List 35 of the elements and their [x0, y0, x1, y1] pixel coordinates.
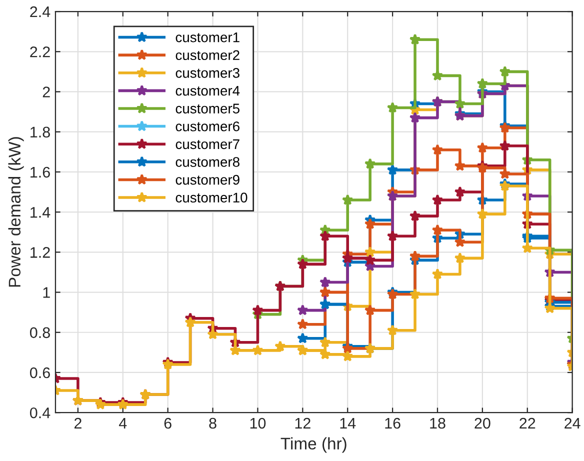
x-tick-label: 12 [295, 418, 310, 429]
legend-label: customer4 [176, 86, 240, 96]
y-tick-label: 1.4 [30, 207, 50, 218]
x-tick-label: 6 [164, 418, 172, 429]
y-tick-label: 0.8 [30, 327, 50, 338]
y-tick-label: 1 [43, 287, 50, 298]
legend-label: customer1 [176, 32, 240, 42]
y-tick-label: 0.6 [30, 367, 50, 378]
x-axis-title: Time (hr) [280, 437, 346, 453]
x-tick-label: 14 [340, 418, 356, 429]
x-tick-label: 8 [209, 418, 216, 429]
y-tick-label: 2 [42, 86, 50, 98]
y-tick-label: 1.2 [30, 247, 50, 258]
y-tick-label: 1.6 [30, 166, 50, 178]
x-tick-label: 10 [250, 418, 266, 429]
x-tick-label: 2 [74, 418, 82, 429]
y-axis-title: Power demand (kW) [8, 137, 24, 287]
legend-label: customer8 [176, 157, 240, 167]
x-tick-label: 16 [385, 418, 400, 429]
x-tick-label: 24 [564, 418, 580, 429]
y-tick-label: 0.4 [30, 407, 50, 418]
y-tick-label: 1.8 [30, 126, 50, 138]
legend-label: customer5 [176, 104, 240, 114]
x-tick-label: 18 [430, 418, 446, 429]
legend-label: customer7 [176, 139, 240, 150]
y-tick-label: 2.4 [30, 6, 50, 18]
x-tick-label: 22 [520, 418, 536, 429]
legend-label: customer9 [176, 174, 240, 185]
y-tick-label: 2.2 [30, 46, 50, 58]
legend-label: customer6 [176, 121, 240, 132]
x-tick-label: 20 [474, 418, 490, 429]
legend-label: customer10 [176, 192, 248, 203]
legend-label: customer3 [176, 68, 240, 78]
legend-label: customer2 [176, 50, 240, 60]
x-tick-label: 4 [118, 418, 127, 429]
